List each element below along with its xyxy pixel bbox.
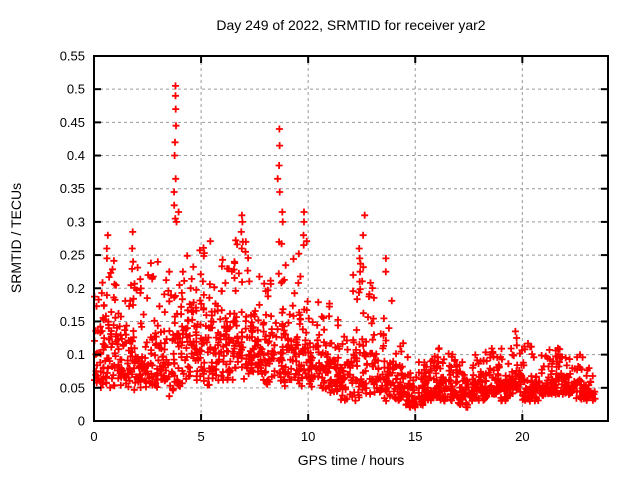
svg-text:0.05: 0.05 bbox=[60, 380, 85, 395]
svg-text:0.5: 0.5 bbox=[67, 82, 85, 97]
data-points bbox=[91, 82, 599, 411]
svg-text:0.4: 0.4 bbox=[67, 148, 85, 163]
svg-text:20: 20 bbox=[515, 429, 529, 444]
y-tick-labels: 0 0.05 0.1 0.15 0.2 0.25 0.3 0.35 0.4 0.45 0.5 0.55 bbox=[60, 49, 85, 429]
svg-text:0.15: 0.15 bbox=[60, 314, 85, 329]
svg-text:0.3: 0.3 bbox=[67, 214, 85, 229]
svg-text:0.25: 0.25 bbox=[60, 248, 85, 263]
svg-text:0.55: 0.55 bbox=[60, 49, 85, 64]
tick-marks bbox=[93, 55, 608, 422]
svg-text:10: 10 bbox=[301, 429, 315, 444]
plot-frame bbox=[93, 55, 609, 422]
svg-text:0: 0 bbox=[90, 429, 97, 444]
svg-text:0.45: 0.45 bbox=[60, 115, 85, 130]
svg-text:5: 5 bbox=[197, 429, 204, 444]
svg-text:0.2: 0.2 bbox=[67, 281, 85, 296]
svg-text:0: 0 bbox=[78, 414, 85, 429]
x-tick-labels: 0 5 10 15 20 bbox=[90, 429, 529, 444]
svg-text:15: 15 bbox=[408, 429, 422, 444]
svg-text:0.1: 0.1 bbox=[67, 347, 85, 362]
svg-text:0.35: 0.35 bbox=[60, 181, 85, 196]
chart-title: Day 249 of 2022, SRMTID for receiver yar… bbox=[216, 17, 486, 33]
x-axis-label: GPS time / hours bbox=[297, 452, 405, 468]
